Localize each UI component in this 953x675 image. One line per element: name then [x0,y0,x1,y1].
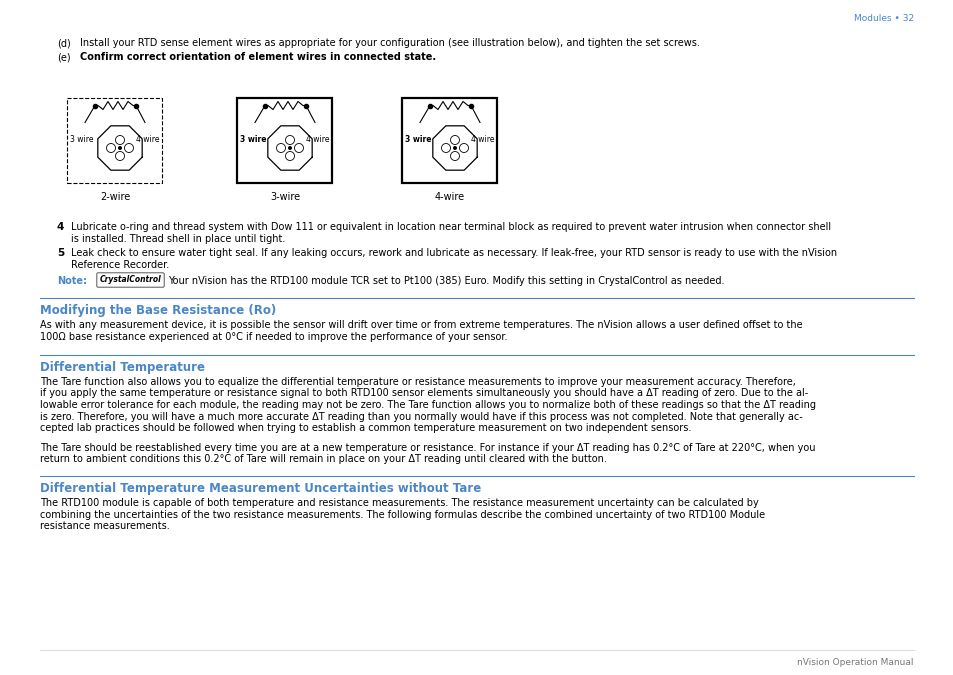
Text: 3-wire: 3-wire [270,192,300,202]
Text: Install your RTD sense element wires as appropriate for your configuration (see : Install your RTD sense element wires as … [80,38,700,48]
Text: 4 wire: 4 wire [306,136,329,144]
Text: is zero. Therefore, you will have a much more accurate ΔT reading than you norma: is zero. Therefore, you will have a much… [40,412,801,421]
Text: 5: 5 [57,248,64,258]
Text: 4 wire: 4 wire [136,136,159,144]
Circle shape [288,146,292,150]
Bar [237,97,333,182]
Text: The RTD100 module is capable of both temperature and resistance measurements. Th: The RTD100 module is capable of both tem… [40,498,758,508]
Text: Your nVision has the RTD100 module TCR set to Pt100 (385) Euro. Modify this sett: Your nVision has the RTD100 module TCR s… [168,276,723,286]
Text: Modules • 32: Modules • 32 [853,14,913,23]
Text: return to ambient conditions this 0.2°C of Tare will remain in place on your ΔT : return to ambient conditions this 0.2°C … [40,454,606,464]
Circle shape [118,146,122,150]
Text: Modifying the Base Resistance (Ro): Modifying the Base Resistance (Ro) [40,304,276,317]
Text: 100Ω base resistance experienced at 0°C if needed to improve the performance of : 100Ω base resistance experienced at 0°C … [40,332,507,342]
Text: Confirm correct orientation of element wires in connected state.: Confirm correct orientation of element w… [80,52,436,62]
Text: Differential Temperature: Differential Temperature [40,361,205,374]
Text: 3 wire: 3 wire [405,136,432,144]
Text: cepted lab practices should be followed when trying to establish a common temper: cepted lab practices should be followed … [40,423,691,433]
Text: 3 wire: 3 wire [240,136,267,144]
Text: 2-wire: 2-wire [100,192,130,202]
Text: Differential Temperature Measurement Uncertainties without Tare: Differential Temperature Measurement Unc… [40,482,480,495]
Text: Lubricate o-ring and thread system with Dow 111 or equivalent in location near t: Lubricate o-ring and thread system with … [71,222,830,232]
Text: Reference Recorder.: Reference Recorder. [71,260,169,270]
Text: lowable error tolerance for each module, the reading may not be zero. The Tare f: lowable error tolerance for each module,… [40,400,815,410]
Text: resistance measurements.: resistance measurements. [40,521,170,531]
Bar [68,97,162,182]
Text: The Tare should be reestablished every time you are at a new temperature or resi: The Tare should be reestablished every t… [40,443,815,453]
Text: Leak check to ensure water tight seal. If any leaking occurs, rework and lubrica: Leak check to ensure water tight seal. I… [71,248,836,258]
Text: CrystalControl: CrystalControl [99,275,161,284]
Text: 3 wire: 3 wire [71,136,94,144]
Circle shape [453,146,456,150]
Bar [402,97,497,182]
Text: (d): (d) [57,38,71,48]
Text: 4 wire: 4 wire [471,136,494,144]
Text: is installed. Thread shell in place until tight.: is installed. Thread shell in place unti… [71,234,285,244]
Text: (e): (e) [57,52,71,62]
Text: The Tare function also allows you to equalize the differential temperature or re: The Tare function also allows you to equ… [40,377,795,387]
Text: 4-wire: 4-wire [435,192,464,202]
Text: Note:: Note: [57,276,87,286]
Text: nVision Operation Manual: nVision Operation Manual [797,658,913,667]
Text: if you apply the same temperature or resistance signal to both RTD100 sensor ele: if you apply the same temperature or res… [40,389,807,398]
Text: combining the uncertainties of the two resistance measurements. The following fo: combining the uncertainties of the two r… [40,510,764,520]
Text: As with any measurement device, it is possible the sensor will drift over time o: As with any measurement device, it is po… [40,320,801,330]
Text: 4: 4 [57,222,64,232]
